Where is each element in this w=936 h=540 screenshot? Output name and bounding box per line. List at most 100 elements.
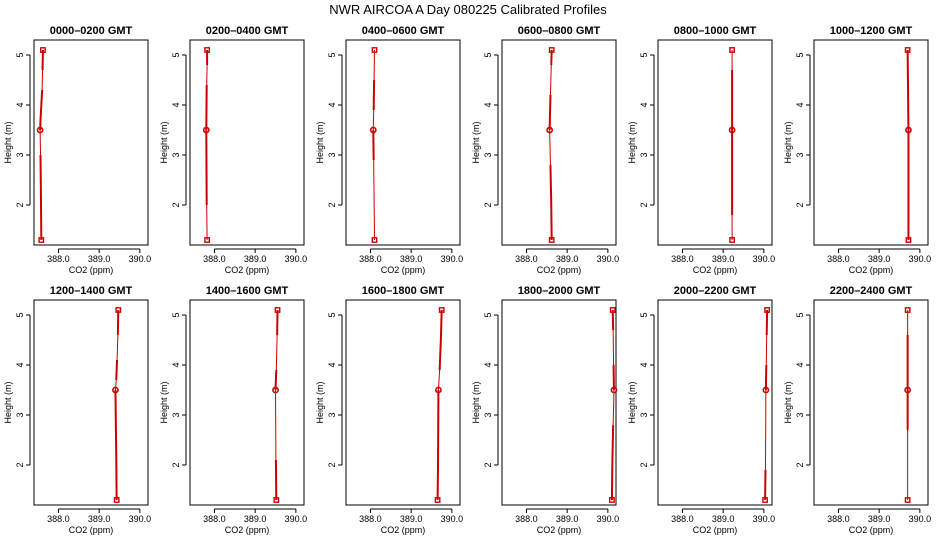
y-axis-label: Height (m) xyxy=(3,381,13,423)
profile-point xyxy=(272,386,279,394)
profile-series xyxy=(762,307,771,503)
y-tick-label: 2 xyxy=(483,462,493,467)
plot-frame xyxy=(813,299,929,506)
x-tick-label: 388.0 xyxy=(827,254,850,264)
y-tick-label: 5 xyxy=(327,312,337,317)
y-axis-label: Height (m) xyxy=(627,381,637,423)
y-tick-label: 2 xyxy=(327,462,337,467)
profile-point xyxy=(40,47,46,53)
y-tick-label: 4 xyxy=(171,362,181,367)
plot-frame xyxy=(189,39,305,246)
x-axis: 388.0 389.0 390.0 CO2 (ppm) xyxy=(515,248,620,275)
x-tick-label: 390.0 xyxy=(441,514,464,524)
y-axis-label: Height (m) xyxy=(3,121,13,163)
y-tick-label: 3 xyxy=(483,412,493,417)
profile-panel: 1400–1600 GMT 388.0 389.0 390.0 CO2 (ppm) 2 3 4… xyxy=(159,285,307,535)
profile-point xyxy=(548,47,555,53)
x-axis: 388.0 389.0 390.0 CO2 (ppm) xyxy=(47,508,152,535)
profile-series xyxy=(202,47,210,243)
profile-series xyxy=(112,307,122,503)
x-tick-label: 389.0 xyxy=(712,254,735,264)
x-tick-label: 389.0 xyxy=(712,514,735,524)
y-tick-label: 2 xyxy=(795,202,805,207)
x-tick-label: 388.0 xyxy=(203,514,226,524)
x-axis-label: CO2 (ppm) xyxy=(69,525,114,535)
x-axis: 388.0 389.0 390.0 CO2 (ppm) xyxy=(827,248,931,275)
profile-point xyxy=(729,47,736,53)
y-axis: 2 3 4 5 Height (m) xyxy=(315,52,343,208)
plot-frame xyxy=(33,39,149,246)
x-tick-label: 389.0 xyxy=(556,514,579,524)
x-axis-label: CO2 (ppm) xyxy=(849,525,894,535)
profile-point xyxy=(113,497,120,503)
profile-point xyxy=(762,386,770,394)
plot-frame xyxy=(657,299,773,506)
y-tick-label: 3 xyxy=(795,152,805,157)
y-tick-label: 2 xyxy=(639,202,649,207)
profile-panel: 2200–2400 GMT 388.0 389.0 390.0 CO2 (ppm) 2 3 4… xyxy=(783,285,931,535)
profile-point xyxy=(274,307,281,313)
profile-segment xyxy=(611,424,615,466)
x-tick-label: 390.0 xyxy=(285,514,308,524)
profile-point xyxy=(371,47,378,53)
profile-segment xyxy=(612,389,615,426)
profile-point xyxy=(369,126,377,134)
x-axis: 388.0 389.0 390.0 CO2 (ppm) xyxy=(671,248,775,275)
figure-title: NWR AIRCOA A Day 080225 Calibrated Profi… xyxy=(329,2,607,17)
x-axis-label: CO2 (ppm) xyxy=(693,525,738,535)
x-tick-label: 390.0 xyxy=(909,514,932,524)
profile-panel: 2000–2200 GMT 388.0 389.0 390.0 CO2 (ppm) 2 3 4… xyxy=(627,285,775,535)
x-tick-label: 390.0 xyxy=(597,254,620,264)
x-tick-label: 390.0 xyxy=(597,514,620,524)
x-axis: 388.0 389.0 390.0 CO2 (ppm) xyxy=(359,508,464,535)
y-tick-label: 3 xyxy=(171,152,181,157)
profile-point xyxy=(546,126,554,134)
y-axis: 2 3 4 5 Height (m) xyxy=(159,52,187,208)
y-axis: 2 3 4 5 Height (m) xyxy=(627,312,655,468)
x-axis: 388.0 389.0 390.0 CO2 (ppm) xyxy=(203,508,308,535)
profile-point xyxy=(904,307,911,313)
profile-point xyxy=(273,497,280,503)
profile-panel: 0800–1000 GMT 388.0 389.0 390.0 CO2 (ppm) 2 3 4… xyxy=(627,25,775,275)
y-axis-label: Height (m) xyxy=(627,121,637,163)
x-axis-label: CO2 (ppm) xyxy=(693,265,738,275)
profile-series xyxy=(36,47,46,243)
x-tick-label: 388.0 xyxy=(515,254,538,264)
profile-point xyxy=(434,497,441,503)
panel-title: 2000–2200 GMT xyxy=(674,285,757,297)
profile-series xyxy=(434,307,445,503)
x-axis-label: CO2 (ppm) xyxy=(69,265,114,275)
x-axis-label: CO2 (ppm) xyxy=(225,265,270,275)
x-tick-label: 389.0 xyxy=(88,254,111,264)
panel-title: 1200–1400 GMT xyxy=(50,285,133,297)
y-axis: 2 3 4 5 Height (m) xyxy=(159,312,187,468)
profile-point xyxy=(115,307,122,313)
x-tick-label: 388.0 xyxy=(47,254,70,264)
x-axis: 388.0 389.0 390.0 CO2 (ppm) xyxy=(515,508,620,535)
y-axis-label: Height (m) xyxy=(315,381,325,423)
y-tick-label: 2 xyxy=(483,202,493,207)
x-axis: 388.0 389.0 390.0 CO2 (ppm) xyxy=(827,508,932,535)
y-tick-label: 5 xyxy=(171,312,181,317)
x-tick-label: 388.0 xyxy=(671,254,694,264)
y-tick-label: 3 xyxy=(327,412,337,417)
x-tick-label: 390.0 xyxy=(129,514,152,524)
x-tick-label: 390.0 xyxy=(441,254,464,264)
x-tick-label: 389.0 xyxy=(244,254,267,264)
panel-title: 0000–0200 GMT xyxy=(50,25,133,37)
y-axis: 2 3 4 5 Height (m) xyxy=(783,52,811,208)
y-tick-label: 3 xyxy=(171,412,181,417)
y-tick-label: 3 xyxy=(639,412,649,417)
y-tick-label: 4 xyxy=(483,362,493,367)
plot-frame xyxy=(33,299,149,506)
x-tick-label: 388.0 xyxy=(47,514,70,524)
x-tick-label: 390.0 xyxy=(285,254,308,264)
x-tick-label: 388.0 xyxy=(515,514,538,524)
x-tick-label: 389.0 xyxy=(868,254,891,264)
panel-title: 0400–0600 GMT xyxy=(362,25,445,37)
profile-point xyxy=(729,237,736,243)
profile-series xyxy=(609,307,618,503)
panel-title: 1800–2000 GMT xyxy=(518,285,601,297)
y-tick-label: 5 xyxy=(15,52,25,57)
y-axis: 2 3 4 5 Height (m) xyxy=(315,312,343,468)
